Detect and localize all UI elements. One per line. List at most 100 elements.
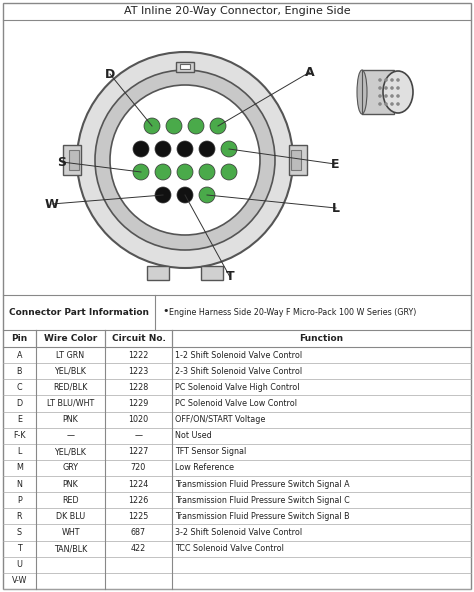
Circle shape bbox=[177, 187, 193, 203]
Text: F-K: F-K bbox=[13, 431, 26, 440]
Circle shape bbox=[177, 164, 193, 180]
Text: Function: Function bbox=[300, 334, 344, 343]
Text: Low Reference: Low Reference bbox=[175, 464, 234, 472]
Text: T: T bbox=[226, 271, 234, 284]
Circle shape bbox=[95, 70, 275, 250]
Text: OFF/ON/START Voltage: OFF/ON/START Voltage bbox=[175, 415, 265, 424]
Circle shape bbox=[166, 118, 182, 134]
Text: C: C bbox=[17, 383, 22, 392]
Text: LT GRN: LT GRN bbox=[56, 350, 84, 359]
Text: GRY: GRY bbox=[63, 464, 79, 472]
Text: 1222: 1222 bbox=[128, 350, 149, 359]
Text: 687: 687 bbox=[131, 528, 146, 537]
Text: 1225: 1225 bbox=[128, 512, 149, 521]
Text: 1-2 Shift Solenoid Valve Control: 1-2 Shift Solenoid Valve Control bbox=[175, 350, 302, 359]
Text: D: D bbox=[17, 399, 23, 408]
Circle shape bbox=[384, 94, 388, 98]
Text: TFT Sensor Signal: TFT Sensor Signal bbox=[175, 448, 246, 456]
Circle shape bbox=[378, 102, 382, 106]
Text: PC Solenoid Valve High Control: PC Solenoid Valve High Control bbox=[175, 383, 300, 392]
Bar bbox=[180, 64, 190, 69]
Circle shape bbox=[133, 141, 149, 157]
Circle shape bbox=[77, 52, 293, 268]
Text: Not Used: Not Used bbox=[175, 431, 212, 440]
Text: L: L bbox=[332, 201, 340, 214]
Text: 1226: 1226 bbox=[128, 496, 149, 505]
Text: 2-3 Shift Solenoid Valve Control: 2-3 Shift Solenoid Valve Control bbox=[175, 366, 302, 376]
Circle shape bbox=[384, 86, 388, 90]
Text: 3-2 Shift Solenoid Valve Control: 3-2 Shift Solenoid Valve Control bbox=[175, 528, 302, 537]
Bar bbox=[201, 266, 223, 280]
Text: Pin: Pin bbox=[11, 334, 27, 343]
Bar bbox=[362, 70, 394, 114]
Text: E: E bbox=[17, 415, 22, 424]
Circle shape bbox=[378, 94, 382, 98]
Text: —: — bbox=[135, 431, 143, 440]
Text: 1223: 1223 bbox=[128, 366, 149, 376]
Text: YEL/BLK: YEL/BLK bbox=[55, 448, 86, 456]
Text: Connector Part Information: Connector Part Information bbox=[9, 308, 149, 317]
Circle shape bbox=[221, 141, 237, 157]
Text: 1229: 1229 bbox=[128, 399, 149, 408]
Circle shape bbox=[396, 78, 400, 82]
Text: E: E bbox=[331, 157, 339, 170]
Text: 422: 422 bbox=[131, 544, 146, 553]
Text: B: B bbox=[17, 366, 22, 376]
Circle shape bbox=[133, 164, 149, 180]
Text: L: L bbox=[18, 448, 22, 456]
Text: 1228: 1228 bbox=[128, 383, 149, 392]
Bar bbox=[176, 62, 194, 72]
Bar bbox=[147, 266, 169, 280]
Text: PNK: PNK bbox=[63, 480, 78, 488]
Text: Engine Harness Side 20-Way F Micro-Pack 100 W Series (GRY): Engine Harness Side 20-Way F Micro-Pack … bbox=[169, 308, 416, 317]
Circle shape bbox=[210, 118, 226, 134]
Text: Transmission Fluid Pressure Switch Signal C: Transmission Fluid Pressure Switch Signa… bbox=[175, 496, 350, 505]
Circle shape bbox=[155, 141, 171, 157]
Text: PC Solenoid Valve Low Control: PC Solenoid Valve Low Control bbox=[175, 399, 297, 408]
Text: D: D bbox=[105, 67, 115, 81]
Text: RED/BLK: RED/BLK bbox=[53, 383, 88, 392]
Text: TCC Solenoid Valve Control: TCC Solenoid Valve Control bbox=[175, 544, 284, 553]
Circle shape bbox=[384, 102, 388, 106]
Circle shape bbox=[199, 141, 215, 157]
Circle shape bbox=[396, 86, 400, 90]
Circle shape bbox=[396, 102, 400, 106]
Circle shape bbox=[390, 78, 394, 82]
Circle shape bbox=[378, 86, 382, 90]
Text: Transmission Fluid Pressure Switch Signal A: Transmission Fluid Pressure Switch Signa… bbox=[175, 480, 350, 488]
Text: M: M bbox=[16, 464, 23, 472]
Text: T: T bbox=[17, 544, 22, 553]
Text: R: R bbox=[17, 512, 22, 521]
Circle shape bbox=[390, 86, 394, 90]
Circle shape bbox=[221, 164, 237, 180]
Text: A: A bbox=[17, 350, 22, 359]
Circle shape bbox=[384, 78, 388, 82]
Circle shape bbox=[390, 94, 394, 98]
Text: •: • bbox=[162, 307, 168, 317]
Bar bbox=[289, 145, 307, 175]
Text: —: — bbox=[66, 431, 74, 440]
Bar bbox=[63, 145, 81, 175]
Text: DK BLU: DK BLU bbox=[56, 512, 85, 521]
Circle shape bbox=[110, 85, 260, 235]
Bar bbox=[69, 150, 79, 170]
Text: P: P bbox=[17, 496, 22, 505]
Text: W: W bbox=[45, 198, 59, 211]
Text: V-W: V-W bbox=[12, 577, 27, 585]
Text: S: S bbox=[57, 156, 66, 169]
Circle shape bbox=[390, 102, 394, 106]
Text: Transmission Fluid Pressure Switch Signal B: Transmission Fluid Pressure Switch Signa… bbox=[175, 512, 350, 521]
Text: LT BLU/WHT: LT BLU/WHT bbox=[47, 399, 94, 408]
Text: N: N bbox=[17, 480, 22, 488]
Text: RED: RED bbox=[62, 496, 79, 505]
Ellipse shape bbox=[383, 71, 413, 113]
Circle shape bbox=[177, 141, 193, 157]
Text: TAN/BLK: TAN/BLK bbox=[54, 544, 87, 553]
Ellipse shape bbox=[357, 70, 367, 114]
Text: 1224: 1224 bbox=[128, 480, 149, 488]
Text: A: A bbox=[305, 66, 315, 79]
Circle shape bbox=[396, 94, 400, 98]
Circle shape bbox=[199, 187, 215, 203]
Text: 1227: 1227 bbox=[128, 448, 149, 456]
Text: Circuit No.: Circuit No. bbox=[111, 334, 165, 343]
